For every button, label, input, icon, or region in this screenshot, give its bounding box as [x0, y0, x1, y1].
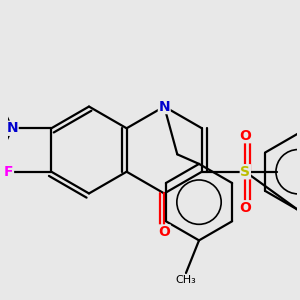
Text: F: F	[4, 165, 14, 179]
Text: N: N	[158, 100, 170, 113]
Text: F: F	[4, 165, 14, 179]
Text: O: O	[239, 129, 251, 143]
Text: N: N	[6, 121, 18, 135]
Text: S: S	[240, 165, 250, 179]
Text: O: O	[239, 201, 251, 215]
Text: O: O	[239, 201, 251, 215]
Text: CH₃: CH₃	[176, 274, 197, 285]
Text: O: O	[158, 225, 170, 239]
Text: N: N	[6, 121, 18, 135]
Text: O: O	[239, 129, 251, 143]
Text: S: S	[240, 165, 250, 179]
Text: N: N	[158, 100, 170, 113]
Text: O: O	[158, 225, 170, 239]
